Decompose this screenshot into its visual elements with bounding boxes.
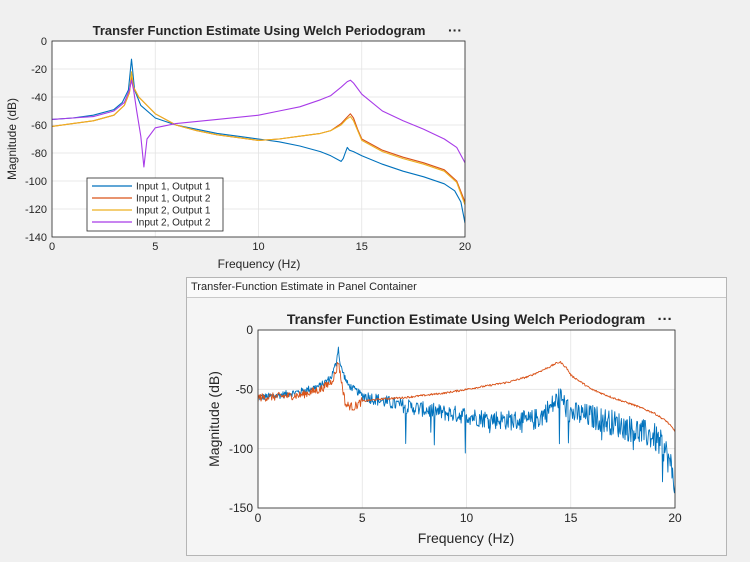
legend-label: Input 1, Output 1	[136, 182, 211, 193]
x-tick-label: 5	[152, 241, 158, 253]
y-tick-label: -80	[31, 148, 47, 160]
chart-1-y-axis-label: Magnitude (dB)	[5, 98, 19, 180]
chart-1: 0 5 10 15 20 0 -20 -40 -60 -80 -100 -120 -140 Trans…	[5, 22, 471, 271]
panel-container: Transfer-Function Estimate in Panel Cont…	[186, 277, 727, 556]
panel-title: Transfer-Function Estimate in Panel Cont…	[187, 278, 726, 298]
chart-1-x-tick-labels: 0 5 10 15 20	[49, 241, 471, 253]
y-tick-label: -120	[25, 204, 47, 216]
y-tick-label: 0	[41, 36, 47, 48]
series-line-3	[52, 71, 465, 205]
chart-1-title: Transfer Function Estimate Using Welch P…	[93, 23, 426, 38]
chart-1-x-axis-label: Frequency (Hz)	[218, 257, 301, 271]
chart-1-series-lines	[52, 58, 465, 224]
chart-1-toolbar-icon[interactable]: ···	[448, 22, 462, 38]
legend-label: Input 2, Output 1	[136, 206, 211, 217]
series-line-4	[52, 79, 465, 168]
x-tick-label: 0	[49, 241, 55, 253]
chart-1-axes-box	[51, 40, 466, 238]
y-tick-label: -60	[31, 120, 47, 132]
y-tick-label: -140	[25, 232, 47, 244]
legend-label: Input 2, Output 2	[136, 218, 211, 229]
x-tick-label: 20	[459, 241, 471, 253]
series-line-1	[52, 58, 465, 224]
legend-label: Input 1, Output 2	[136, 194, 211, 205]
chart-1-y-tick-labels: 0 -20 -40 -60 -80 -100 -120 -140	[25, 36, 47, 244]
y-tick-label: -40	[31, 92, 47, 104]
x-tick-label: 10	[252, 241, 264, 253]
y-tick-label: -20	[31, 64, 47, 76]
x-tick-label: 15	[356, 241, 368, 253]
y-tick-label: -100	[25, 176, 47, 188]
